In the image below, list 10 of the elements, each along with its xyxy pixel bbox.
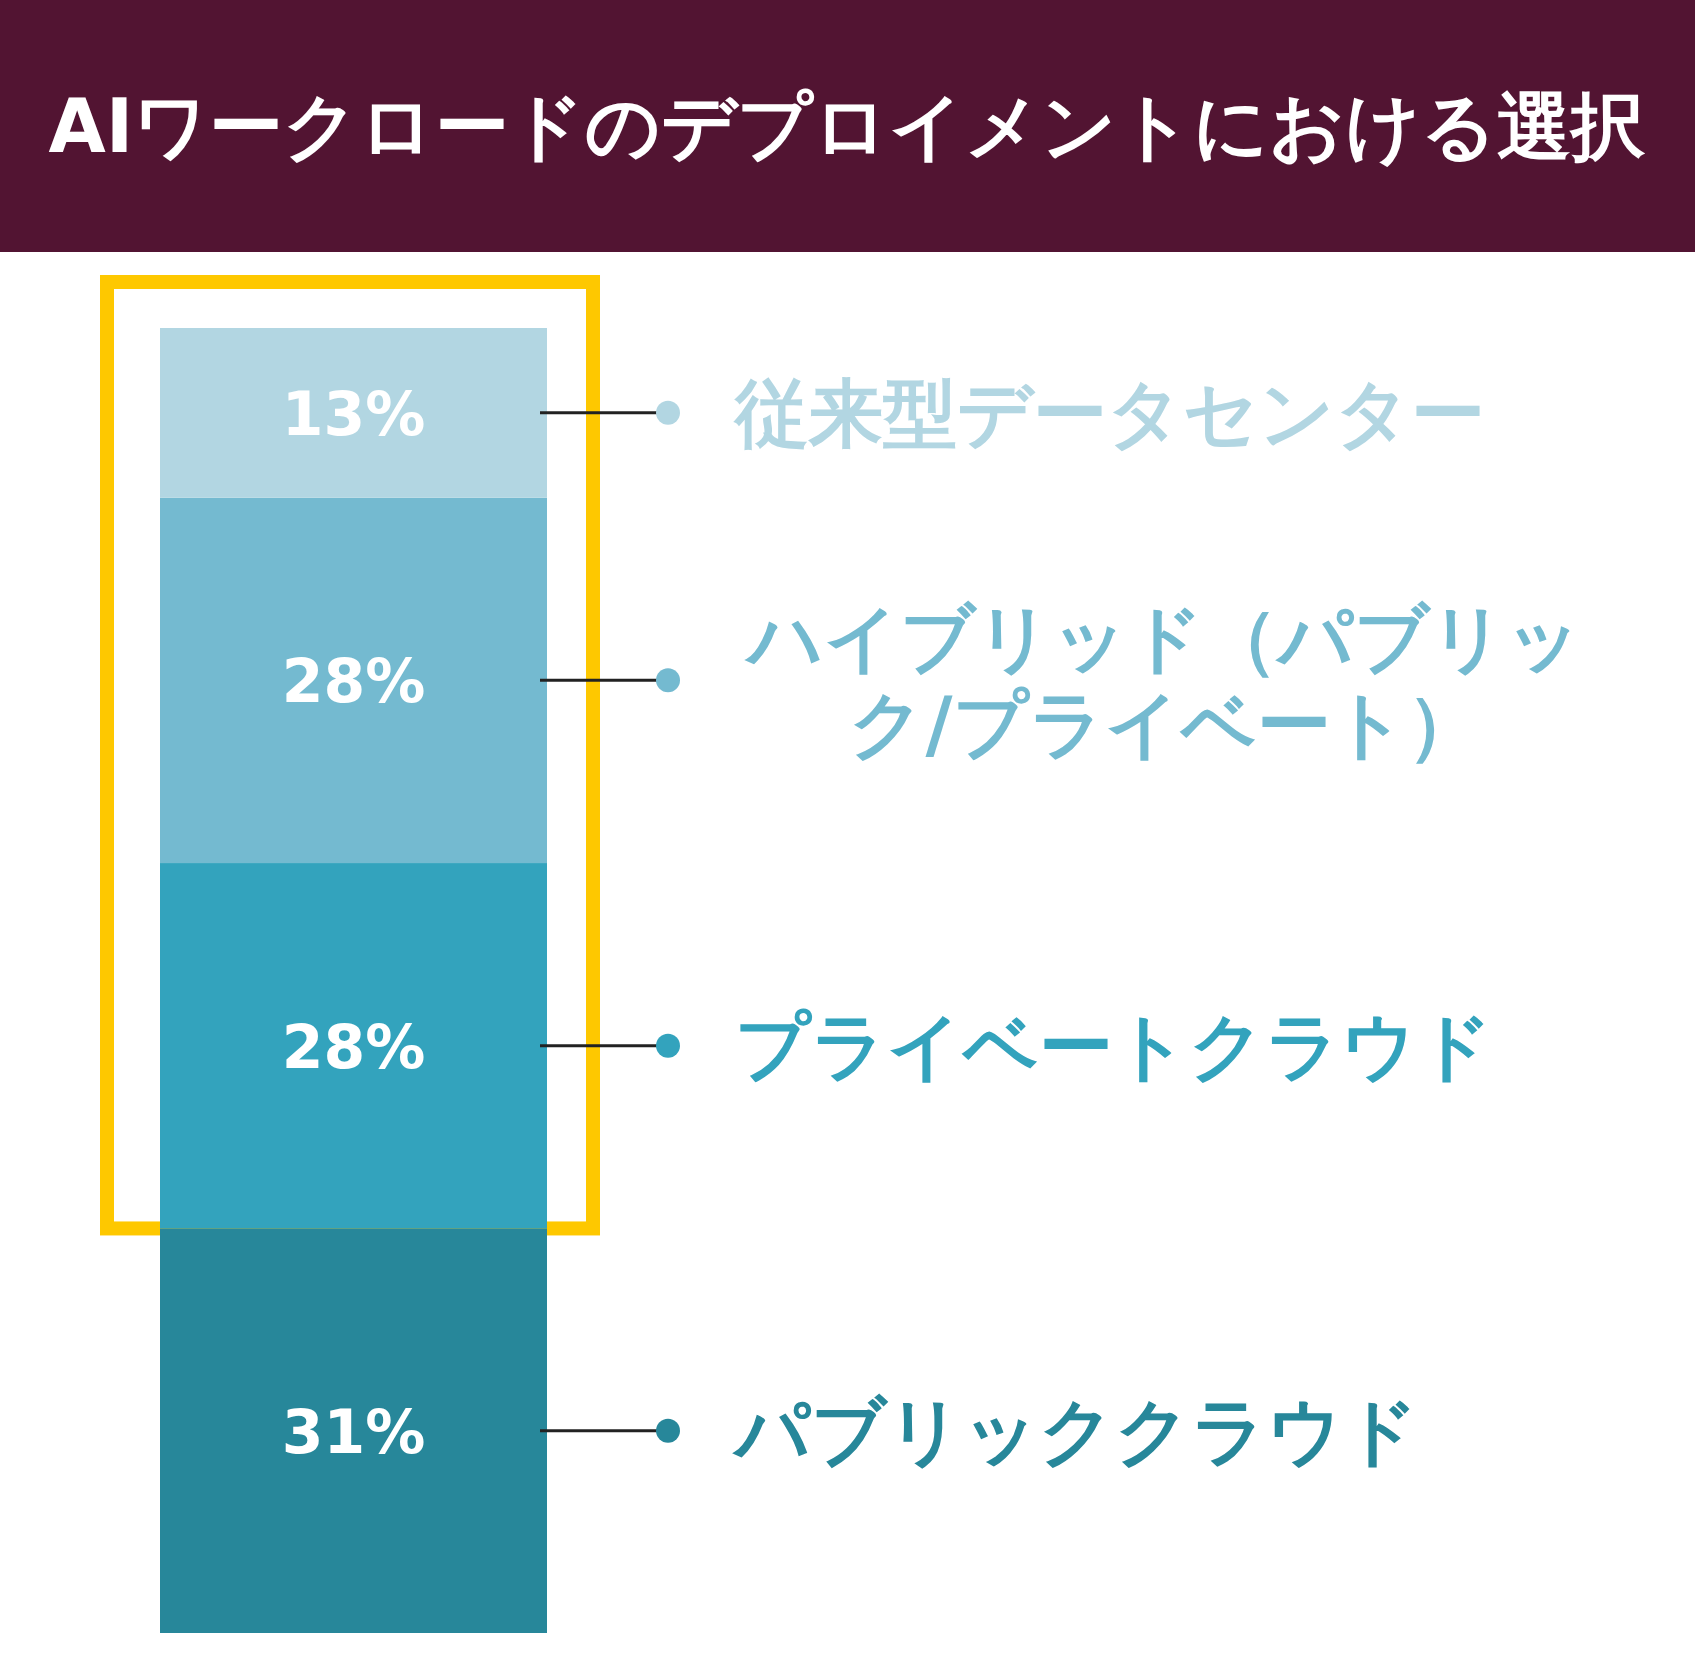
legend-label: パブリッククラウド [732, 1388, 1419, 1475]
legend-label: ハイブリッド（パブリック/プライベート） [744, 595, 1582, 767]
legend-label: 従来型データセンター [733, 370, 1485, 457]
bar [160, 328, 547, 498]
text: AIワークロードのデプロイメントにおける選択 [48, 83, 1647, 169]
data-label: 13% [281, 378, 426, 449]
data-label: 28% [281, 646, 426, 717]
data-label: 31% [281, 1396, 426, 1467]
data-label: 28% [281, 1011, 426, 1082]
legend-label: プライベートクラウド [735, 1003, 1493, 1090]
